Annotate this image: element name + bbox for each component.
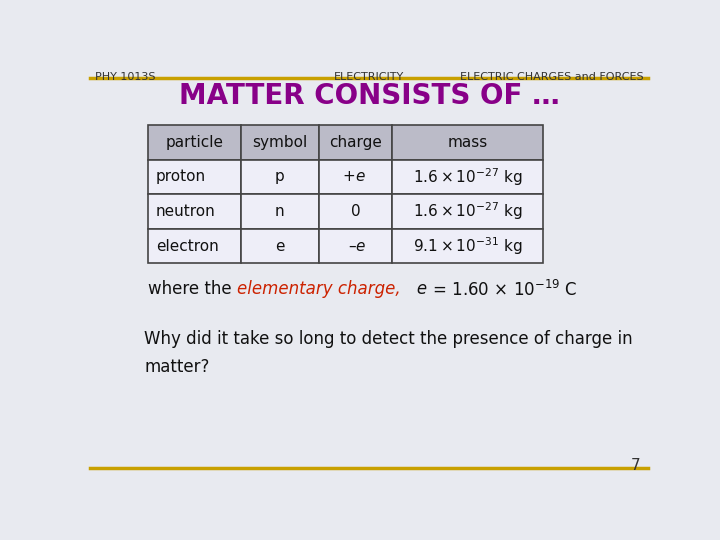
Text: = 1.60 × $10^{-19}$ C: = 1.60 × $10^{-19}$ C: [427, 280, 577, 300]
Text: 0: 0: [351, 204, 360, 219]
Text: e: e: [356, 170, 365, 184]
Bar: [241, 194, 319, 229]
Text: $1.6 \times 10^{-27}$ kg: $1.6 \times 10^{-27}$ kg: [413, 201, 523, 222]
Text: proton: proton: [156, 170, 206, 184]
Text: e: e: [356, 239, 365, 254]
Bar: [392, 125, 544, 159]
Text: PHY 1013S: PHY 1013S: [94, 72, 155, 82]
Text: MATTER CONSISTS OF …: MATTER CONSISTS OF …: [179, 82, 559, 110]
Bar: [241, 159, 319, 194]
Text: +: +: [343, 170, 356, 184]
Text: n: n: [275, 204, 284, 219]
Text: $1.6 \times 10^{-27}$ kg: $1.6 \times 10^{-27}$ kg: [413, 166, 523, 188]
Bar: [319, 125, 392, 159]
Text: where the: where the: [148, 280, 237, 299]
Text: where the: where the: [148, 280, 237, 299]
Bar: [392, 159, 544, 194]
Bar: [148, 229, 241, 264]
Text: charge: charge: [329, 134, 382, 150]
Text: 7: 7: [631, 458, 640, 473]
Bar: [148, 159, 241, 194]
Text: Why did it take so long to detect the presence of charge in
matter?: Why did it take so long to detect the pr…: [144, 330, 633, 376]
Text: mass: mass: [448, 134, 488, 150]
Text: elementary charge,: elementary charge,: [237, 280, 400, 299]
Text: electron: electron: [156, 239, 219, 254]
Bar: [392, 194, 544, 229]
Bar: [319, 229, 392, 264]
Text: p: p: [275, 170, 284, 184]
Text: neutron: neutron: [156, 204, 215, 219]
Bar: [148, 125, 241, 159]
Text: e: e: [275, 239, 284, 254]
Bar: [319, 159, 392, 194]
Bar: [319, 194, 392, 229]
Bar: [241, 229, 319, 264]
Text: symbol: symbol: [252, 134, 307, 150]
Text: particle: particle: [166, 134, 224, 150]
Bar: [148, 194, 241, 229]
Text: $9.1 \times 10^{-31}$ kg: $9.1 \times 10^{-31}$ kg: [413, 235, 523, 257]
Text: ELECTRICITY: ELECTRICITY: [334, 72, 404, 82]
Text: ELECTRIC CHARGES and FORCES: ELECTRIC CHARGES and FORCES: [460, 72, 644, 82]
Bar: [241, 125, 319, 159]
Bar: [392, 229, 544, 264]
Text: –: –: [348, 239, 356, 254]
Text: e: e: [403, 280, 427, 299]
